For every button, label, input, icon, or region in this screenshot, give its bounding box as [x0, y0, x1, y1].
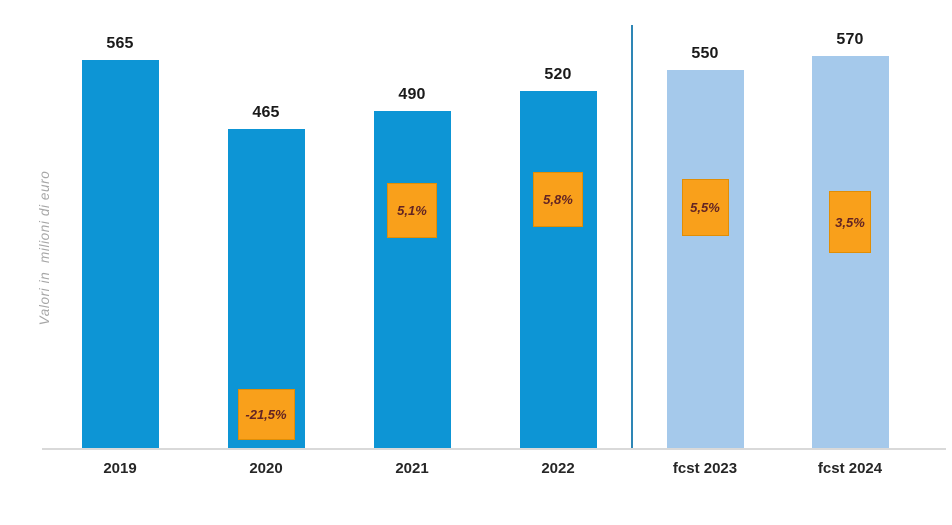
growth-badge: 5,8% [533, 172, 583, 227]
bar-fcst-2023 [666, 70, 744, 448]
category-label: 2019 [103, 460, 137, 477]
bar-value-label: 490 [398, 86, 426, 103]
bar-2021 [373, 111, 451, 448]
y-axis-label: Valori in milioni di euro [37, 170, 52, 326]
forecast-divider-line [631, 25, 633, 448]
category-label: 2022 [541, 460, 575, 477]
bar-value-label: 520 [544, 66, 572, 83]
x-axis-line [42, 448, 946, 450]
growth-badge: 3,5% [829, 191, 871, 253]
bar-value-label: 565 [106, 35, 134, 52]
category-label: fcst 2024 [817, 460, 883, 477]
category-label: 2020 [249, 460, 283, 477]
growth-badge: 5,5% [681, 179, 729, 236]
category-label: fcst 2023 [672, 460, 738, 477]
category-label: 2021 [395, 460, 429, 477]
bar-2019 [81, 60, 159, 448]
bar-value-label: 550 [691, 45, 719, 62]
bar-value-label: 465 [252, 104, 280, 121]
growth-badge: -21,5% [237, 389, 295, 440]
bar-2022 [519, 91, 597, 448]
growth-badge: 5,1% [387, 183, 437, 238]
bar-value-label: 570 [836, 31, 864, 48]
